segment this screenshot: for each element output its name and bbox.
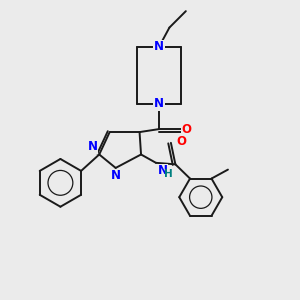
Text: N: N xyxy=(158,164,167,177)
Text: N: N xyxy=(111,169,121,182)
Text: O: O xyxy=(182,123,192,136)
Text: H: H xyxy=(164,169,173,179)
Text: N: N xyxy=(154,40,164,53)
Text: N: N xyxy=(154,97,164,110)
Text: O: O xyxy=(176,135,186,148)
Text: N: N xyxy=(88,140,98,153)
